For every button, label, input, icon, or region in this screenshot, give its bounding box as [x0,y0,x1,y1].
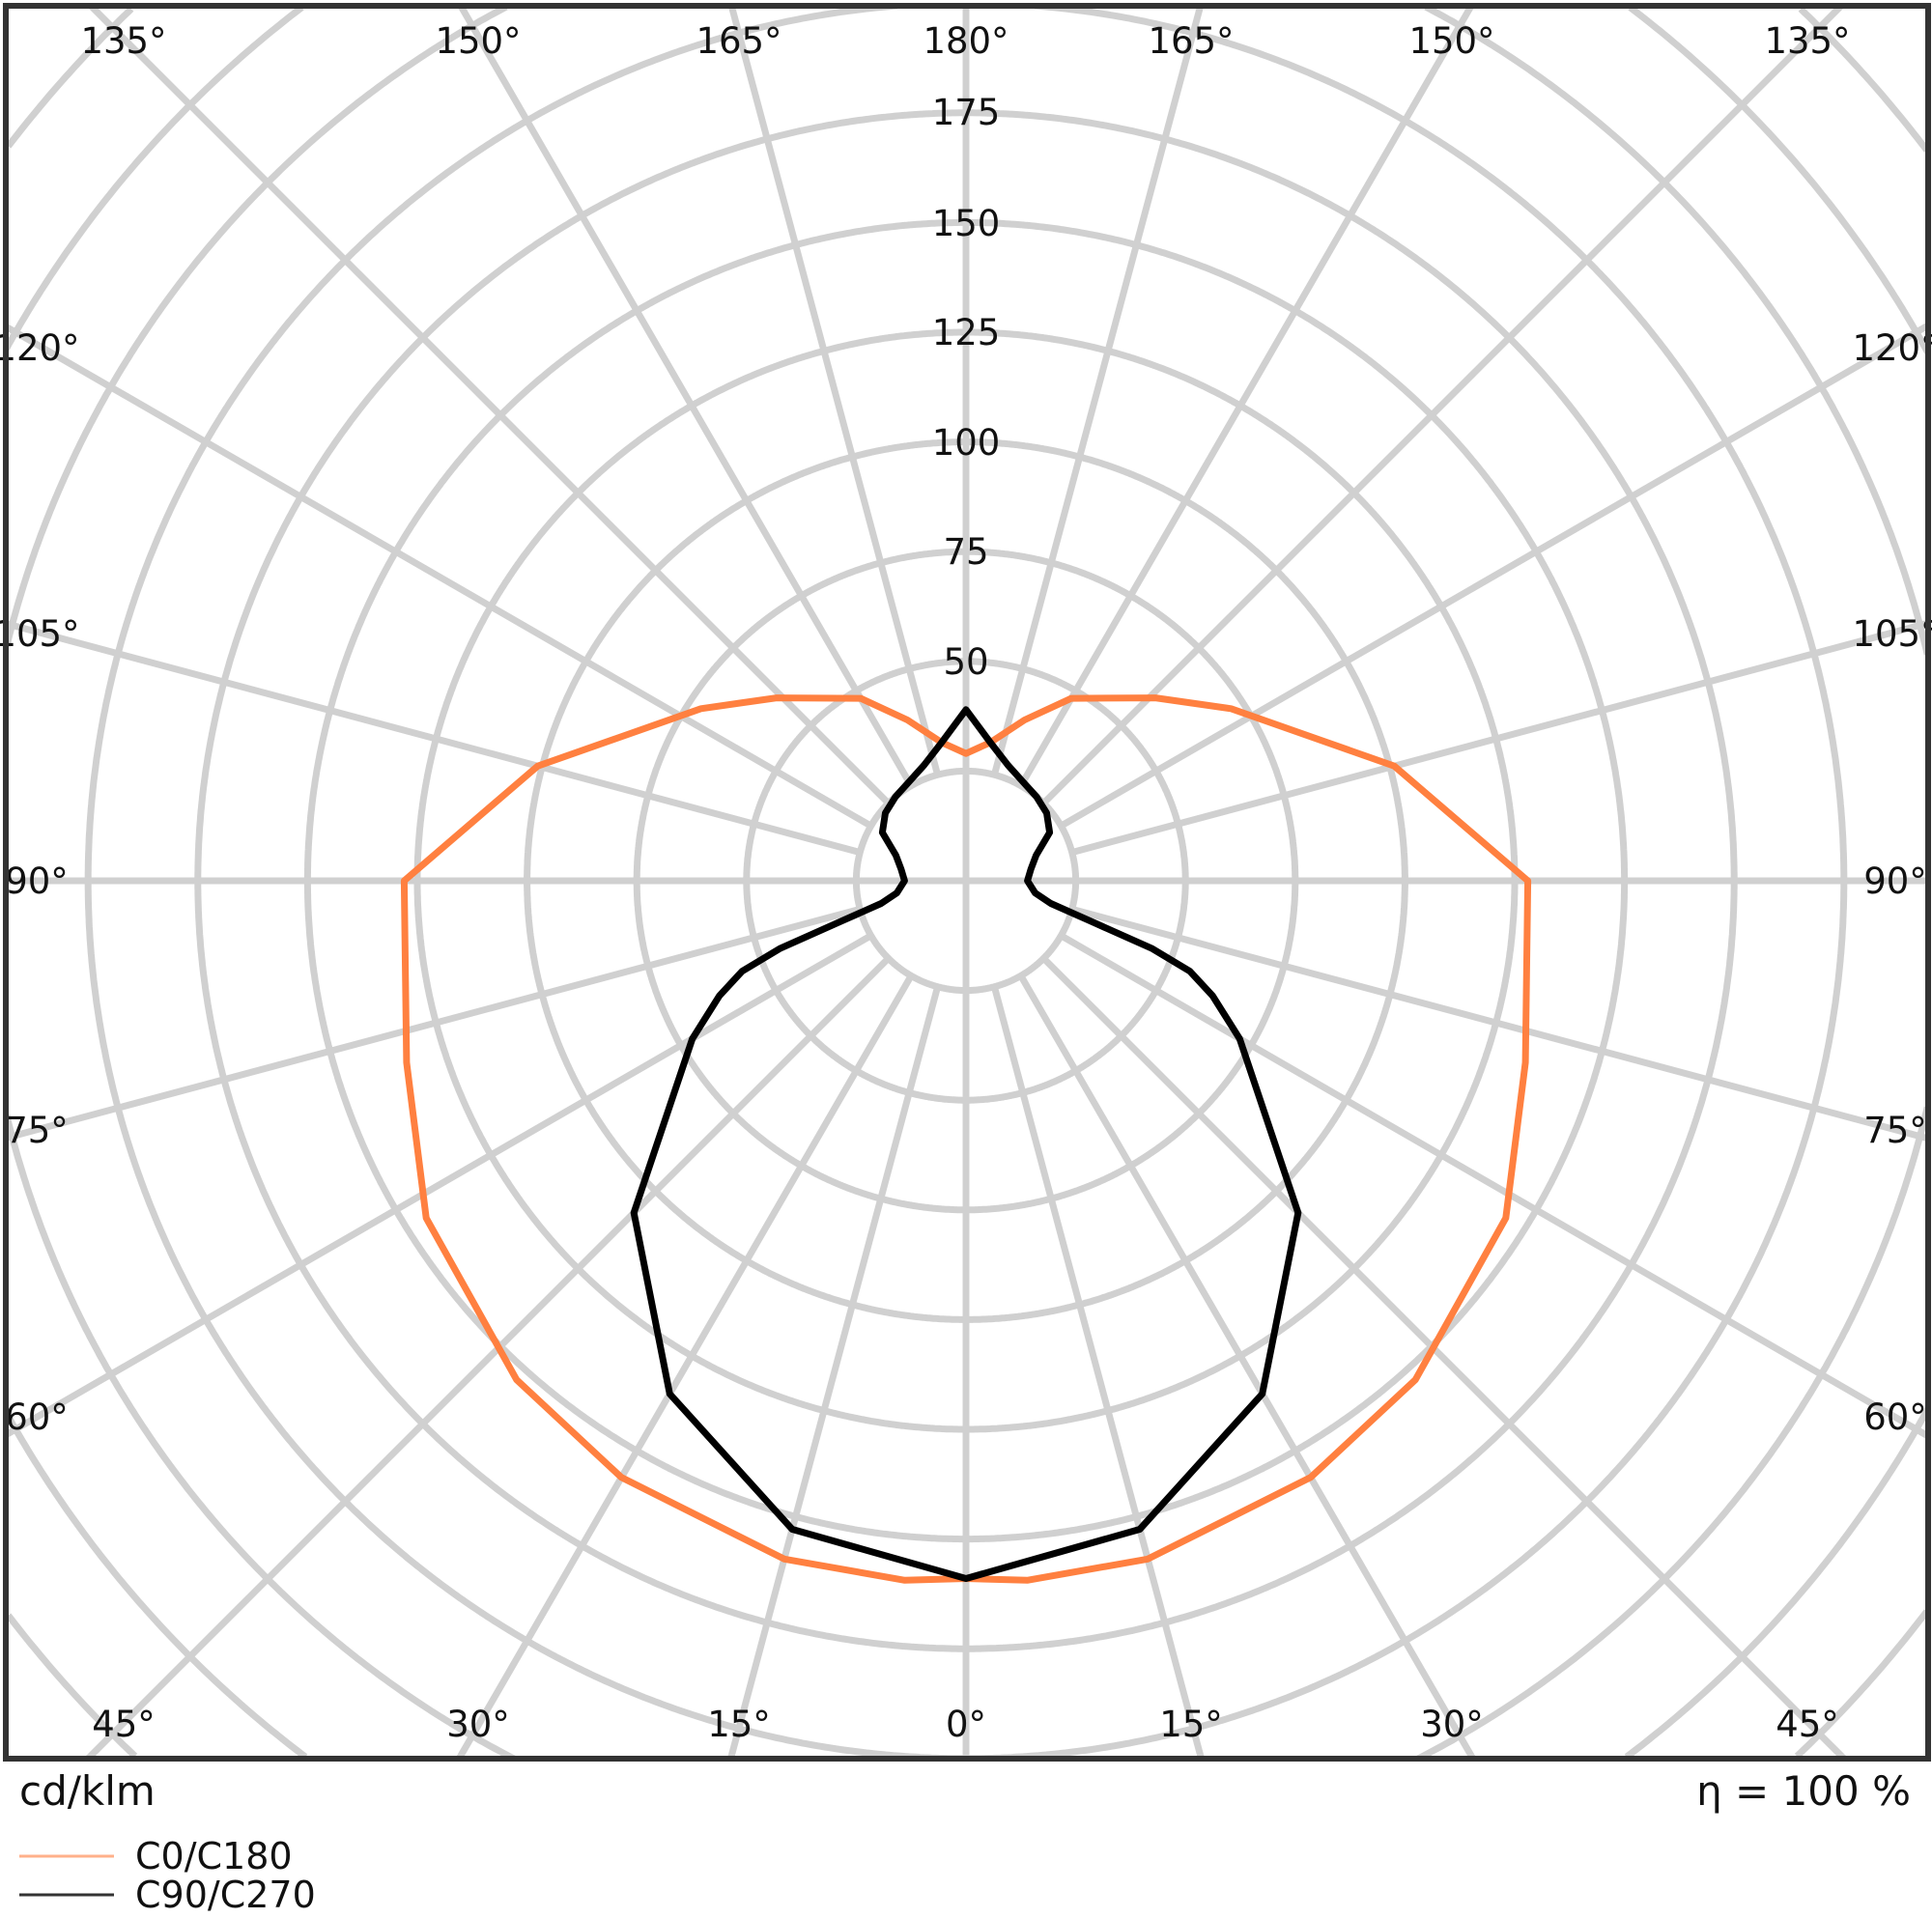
grid-spoke [1070,906,1928,1142]
angle-label-bottom: 45° [92,1704,156,1745]
angle-label-right: 75° [1863,1110,1927,1151]
radial-tick-label: 100 [932,422,1001,464]
polar-grid [6,6,1928,1759]
plot-frame [3,3,1931,1762]
grid-spoke [88,6,892,806]
angle-label-bottom: 30° [446,1704,510,1745]
radial-tick-label: 175 [932,92,1001,133]
angle-label-left: 105° [0,613,80,655]
grid-spoke [1059,932,1928,1440]
angle-label-right: 60° [1863,1396,1927,1438]
unit-label: cd/klm [19,1767,156,1815]
angle-label-left: 90° [5,860,69,902]
angle-label-top: 150° [435,20,521,62]
series-line-c90-c270 [630,706,1302,1582]
axis-labels: 50 75 100 125 150 175 135° 150° 165° 180° 165° 150°… [0,20,1932,1745]
angle-label-left: 120° [0,327,80,369]
angle-label-left: 75° [5,1110,69,1151]
grid-spoke [1017,6,1475,788]
angle-label-bottom: 15° [1159,1704,1223,1745]
grid-spoke [1070,619,1928,856]
grid-ring [6,6,1928,1759]
radial-tick-label: 150 [932,203,1001,244]
legend-label-c0-c180: C0/C180 [135,1835,293,1877]
angle-label-top: 165° [696,20,781,62]
grid-ring [6,6,1928,1759]
angle-label-bottom: 30° [1420,1704,1484,1745]
efficiency-label: η = 100 % [1696,1767,1911,1815]
grid-spoke [1017,973,1476,1759]
angle-label-bottom: 15° [707,1704,771,1745]
radial-tick-label: 50 [943,641,988,683]
grid-spoke [1040,6,1844,806]
grid-spoke [6,324,873,830]
grid-spoke [6,906,862,1142]
angle-label-right: 120° [1852,327,1932,369]
angle-label-right: 90° [1863,860,1927,902]
angle-label-top: 165° [1148,20,1234,62]
angle-label-top: 135° [80,20,166,62]
radial-tick-label: 125 [932,312,1001,353]
grid-spoke [457,6,915,788]
grid-spoke [991,985,1205,1759]
angle-label-top: 135° [1764,20,1850,62]
grid-spoke [456,973,915,1759]
grid-spoke [1059,322,1928,830]
angle-label-bottom: 45° [1776,1704,1839,1745]
radial-tick-label: 75 [943,531,988,573]
grid-spoke [727,6,941,776]
angle-label-bottom: 0° [946,1704,986,1745]
angle-label-top: 180° [923,20,1009,62]
angle-label-left: 60° [5,1396,69,1438]
grid-ring [6,6,1928,1759]
grid-spoke [727,985,941,1759]
grid-spoke [1040,955,1847,1759]
series-line-c0-c180 [400,694,1532,1584]
grid-spoke [6,620,862,856]
grid-spoke [6,932,873,1438]
angle-label-right: 105° [1852,613,1932,655]
grid-spoke [991,6,1205,776]
series-group [400,694,1532,1584]
angle-label-top: 150° [1408,20,1494,62]
legend-label-c90-c270: C90/C270 [135,1874,316,1916]
grid-spoke [85,955,892,1759]
